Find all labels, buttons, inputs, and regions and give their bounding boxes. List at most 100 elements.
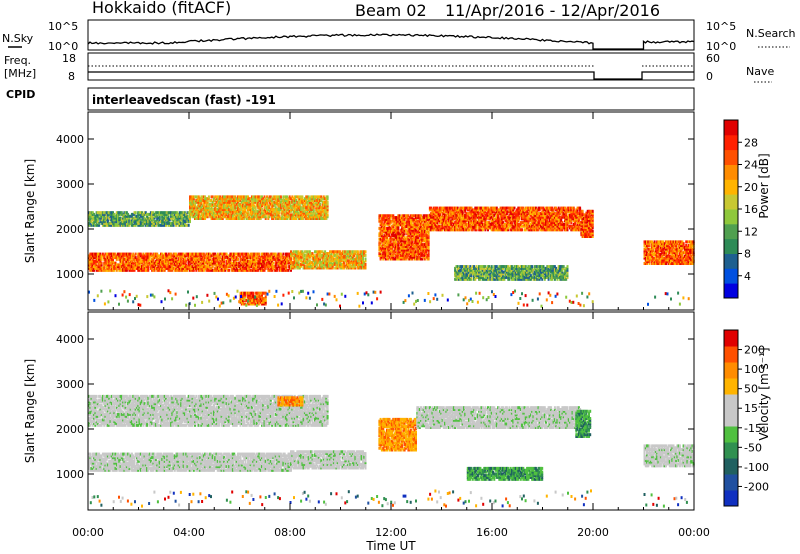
velocity-colorbar-tick-6: -100 xyxy=(744,461,769,474)
date-range: 11/Apr/2016 - 12/Apr/2016 xyxy=(445,1,660,20)
power-colorbar-swatch-8 xyxy=(724,165,738,180)
velocity-colorbar-tick-3: 15 xyxy=(744,402,758,415)
x-tick-labels: 00:00 04:00 08:00 12:00 16:00 20:00 00:00 xyxy=(72,526,710,539)
cpid-label: CPID xyxy=(6,88,35,101)
velocity-ytick-1: 2000 xyxy=(56,423,84,436)
freq-trace xyxy=(88,72,694,79)
velocity-colorbar-swatch-9 xyxy=(724,346,738,363)
velocity-ylabel: Slant Range [km] xyxy=(23,359,37,463)
velocity-band-6 xyxy=(467,467,543,481)
velocity-colorbar-swatch-10 xyxy=(724,330,738,347)
nsearch-label: N.Search xyxy=(746,27,796,40)
velocity-colorbar-swatch-6 xyxy=(724,394,738,411)
velocity-band-3 xyxy=(277,396,303,406)
power-colorbar-swatch-10 xyxy=(724,135,738,150)
x-tick-label-5: 20:00 xyxy=(577,526,609,539)
power-colorbar-swatch-4 xyxy=(724,224,738,239)
power-data xyxy=(88,195,695,307)
freq-tick-top: 18 xyxy=(62,52,76,65)
power-colorbar-swatch-9 xyxy=(724,150,738,165)
velocity-ytick-2: 3000 xyxy=(56,378,84,391)
velocity-data xyxy=(88,395,695,508)
power-band-0 xyxy=(88,253,292,272)
velocity-colorbar-swatch-4 xyxy=(724,426,738,443)
nsky-panel: N.Sky 10^5 10^0 10^5 10^0 N.Search xyxy=(2,20,796,53)
x-axis-label: Time UT xyxy=(365,539,416,553)
power-band-1 xyxy=(290,250,367,269)
power-colorbar-swatch-1 xyxy=(724,268,738,283)
velocity-colorbar-swatch-8 xyxy=(724,362,738,379)
power-colorbar-tick-2: 12 xyxy=(744,225,758,238)
power-near-range-echoes xyxy=(88,289,690,307)
x-tick-label-1: 04:00 xyxy=(173,526,205,539)
velocity-band-8 xyxy=(644,444,695,467)
velocity-colorbar-swatch-3 xyxy=(724,442,738,459)
nsky-label: N.Sky xyxy=(2,32,34,45)
power-colorbar-tick-5: 24 xyxy=(744,159,758,172)
velocity-band-5 xyxy=(416,406,581,429)
power-colorbar-tick-1: 8 xyxy=(744,248,751,261)
power-cbar-label: Power [dB] xyxy=(757,153,771,218)
freq-tick-bottom: 8 xyxy=(68,70,75,83)
velocity-colorbar-swatch-5 xyxy=(724,410,738,427)
power-band-6 xyxy=(454,265,568,281)
power-panel: Slant Range [km] 1000 2000 3000 4000 4 8 12 16… xyxy=(23,112,771,310)
power-band-5 xyxy=(429,207,581,232)
x-tick-label-6: 00:00 xyxy=(678,526,710,539)
nave-tick-bottom: 0 xyxy=(706,70,713,83)
x-tick-label-4: 16:00 xyxy=(476,526,508,539)
nave-label: Nave xyxy=(746,65,774,78)
velocity-colorbar-swatch-2 xyxy=(724,458,738,475)
nsky-trace xyxy=(88,34,694,49)
power-band-4 xyxy=(378,214,429,260)
power-ytick-3: 4000 xyxy=(56,133,84,146)
velocity-colorbar-swatch-7 xyxy=(724,378,738,395)
velocity-band-4 xyxy=(378,418,417,452)
power-colorbar-swatch-2 xyxy=(724,254,738,269)
power-colorbar-swatch-6 xyxy=(724,194,738,209)
power-colorbar-tick-0: 4 xyxy=(744,270,751,283)
power-colorbar-tick-4: 20 xyxy=(744,181,758,194)
freq-panel: Freq. [MHz] 18 8 60 0 Nave xyxy=(4,52,774,83)
power-band-8 xyxy=(644,240,695,265)
velocity-colorbar-swatch-0 xyxy=(724,490,738,507)
velocity-ytick-3: 4000 xyxy=(56,333,84,346)
nsearch-tick-top: 10^5 xyxy=(706,20,736,33)
nsky-tick-top: 10^5 xyxy=(48,20,78,33)
cpid-value: interleavedscan (fast) -191 xyxy=(92,93,276,107)
power-ytick-0: 1000 xyxy=(56,268,84,281)
power-colorbar-swatch-0 xyxy=(724,283,738,298)
radar-summary-plot: Hokkaido (fitACF) Beam 02 11/Apr/2016 - … xyxy=(0,0,800,554)
nave-tick-top: 60 xyxy=(706,52,720,65)
velocity-band-1 xyxy=(290,450,367,469)
power-band-3 xyxy=(189,195,329,220)
velocity-band-0 xyxy=(88,453,292,472)
power-colorbar-tick-6: 28 xyxy=(744,136,758,149)
power-colorbar-swatch-5 xyxy=(724,209,738,224)
power-band-7 xyxy=(580,210,593,238)
velocity-colorbar-swatch-1 xyxy=(724,474,738,491)
power-colorbar: 4 8 12 16 20 24 28 xyxy=(724,120,758,299)
power-colorbar-swatch-3 xyxy=(724,239,738,254)
x-tick-label-3: 12:00 xyxy=(375,526,407,539)
velocity-colorbar-tick-5: -50 xyxy=(744,441,762,454)
beam-label: Beam 02 xyxy=(355,1,427,20)
power-band-2 xyxy=(88,211,191,227)
station-title: Hokkaido (fitACF) xyxy=(92,0,231,17)
x-tick-label-2: 08:00 xyxy=(274,526,306,539)
velocity-cbar-label: Velocity [m s⁻¹] xyxy=(757,347,771,440)
velocity-ytick-0: 1000 xyxy=(56,468,84,481)
power-ytick-2: 3000 xyxy=(56,178,84,191)
freq-unit: [MHz] xyxy=(4,67,36,80)
velocity-near-range-echoes xyxy=(90,489,688,507)
velocity-colorbar-tick-7: -200 xyxy=(744,480,769,493)
velocity-colorbar-tick-2: 50 xyxy=(744,383,758,396)
power-ytick-1: 2000 xyxy=(56,223,84,236)
power-colorbar-tick-3: 16 xyxy=(744,203,758,216)
freq-label: Freq. xyxy=(4,54,31,67)
x-tick-label-0: 00:00 xyxy=(72,526,104,539)
power-colorbar-swatch-7 xyxy=(724,179,738,194)
power-colorbar-swatch-11 xyxy=(724,120,738,135)
power-ylabel: Slant Range [km] xyxy=(23,159,37,263)
